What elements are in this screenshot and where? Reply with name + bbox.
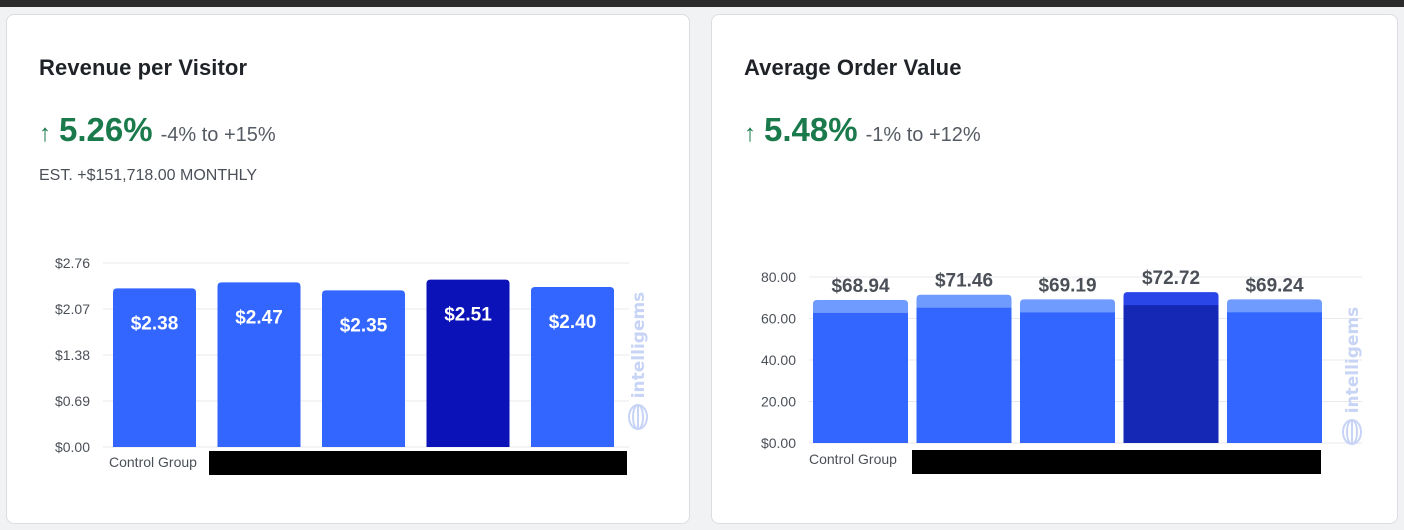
y-tick-label: 20.00	[761, 394, 796, 410]
bar-value-label: $2.35	[340, 315, 388, 336]
top-bar	[0, 0, 1404, 7]
bar[interactable]	[426, 279, 510, 447]
bar-group[interactable]: $68.94	[813, 276, 908, 443]
lift-range: -4% to +15%	[160, 124, 276, 146]
bar-value-label: $2.38	[131, 313, 179, 334]
revenue-per-visitor-chart: $0.00 $0.69 $1.38 $2.07 $2.76 $2.38 Control Gr…	[55, 255, 649, 470]
arrow-up-icon: ↑	[39, 120, 51, 147]
y-tick-label: $0.00	[761, 435, 796, 451]
revenue-per-visitor-card: Revenue per Visitor ↑ 5.26% -4% to +15% …	[6, 14, 690, 524]
bar-group[interactable]: $2.40	[531, 287, 614, 447]
y-tick-label: $2.76	[55, 255, 90, 271]
bar[interactable]	[531, 287, 614, 447]
intelligems-logo-icon	[1342, 419, 1362, 445]
bar-group[interactable]: $2.35	[322, 290, 405, 447]
bar[interactable]	[813, 312, 908, 443]
bar-confidence-band	[1227, 299, 1322, 317]
bar[interactable]	[1227, 312, 1322, 443]
bar-group[interactable]: $69.19	[1020, 275, 1115, 443]
lift-row: ↑ 5.48% -1% to +12%	[744, 111, 981, 149]
bar[interactable]	[1020, 312, 1115, 443]
average-order-value-card: Average Order Value ↑ 5.48% -1% to +12% …	[711, 14, 1398, 524]
intelligems-watermark: intelligems	[1342, 307, 1363, 445]
bar-group[interactable]: $69.24	[1227, 275, 1322, 443]
bar-group[interactable]: $2.38	[113, 288, 196, 447]
y-tick-label: $1.38	[55, 347, 90, 363]
bar-confidence-band	[813, 299, 908, 317]
arrow-up-icon: ↑	[744, 120, 756, 147]
lift-row: ↑ 5.26% -4% to +15%	[39, 111, 276, 149]
bar-confidence-band	[916, 294, 1012, 312]
y-tick-label: $2.07	[55, 301, 90, 317]
bar-value-label: $69.19	[1038, 275, 1096, 296]
bar-value-label: $2.51	[444, 305, 492, 326]
intelligems-watermark: intelligems	[628, 292, 649, 430]
bar[interactable]	[1123, 305, 1219, 443]
bar[interactable]	[217, 282, 301, 447]
bar-group[interactable]: $71.46	[916, 271, 1012, 443]
lift-value: 5.26%	[59, 111, 153, 148]
monthly-estimate: EST. +$151,718.00 MONTHLY	[39, 167, 258, 184]
bar-value-label: $2.40	[549, 312, 597, 333]
bar-group[interactable]: $2.47	[217, 282, 301, 447]
intelligems-logo-icon	[628, 404, 648, 430]
card-title: Average Order Value	[744, 55, 962, 80]
bar-value-label: $72.72	[1142, 268, 1200, 289]
watermark-text: intelligems	[1343, 307, 1363, 414]
bar-value-label: $69.24	[1245, 275, 1304, 296]
bar-value-label: $2.47	[235, 307, 283, 328]
y-tick-label: 40.00	[761, 352, 796, 368]
y-tick-label: $0.69	[55, 393, 90, 409]
bar-group[interactable]: $72.72	[1123, 268, 1219, 443]
lift-value: 5.48%	[764, 111, 858, 148]
watermark-text: intelligems	[629, 292, 649, 399]
bar-confidence-band	[1020, 299, 1115, 317]
x-category-label: Control Group	[809, 451, 897, 467]
y-tick-label: $0.00	[55, 439, 90, 455]
bar[interactable]	[916, 307, 1012, 443]
y-tick-label: 80.00	[761, 269, 796, 285]
bar-confidence-band	[1123, 292, 1219, 310]
bar-value-label: $71.46	[935, 271, 993, 292]
average-order-value-chart: $0.00 20.00 40.00 60.00 80.00 $68.94 Control G…	[761, 268, 1363, 467]
redacted-variant-labels	[209, 451, 627, 475]
redacted-variant-labels	[912, 450, 1321, 474]
card-title: Revenue per Visitor	[39, 55, 248, 80]
bar[interactable]	[113, 288, 196, 447]
bar-group[interactable]: $2.51	[426, 279, 510, 447]
bar-value-label: $68.94	[831, 276, 890, 297]
x-category-label: Control Group	[109, 454, 197, 470]
lift-range: -1% to +12%	[865, 124, 981, 146]
y-tick-label: 60.00	[761, 311, 796, 327]
bar[interactable]	[322, 290, 405, 447]
